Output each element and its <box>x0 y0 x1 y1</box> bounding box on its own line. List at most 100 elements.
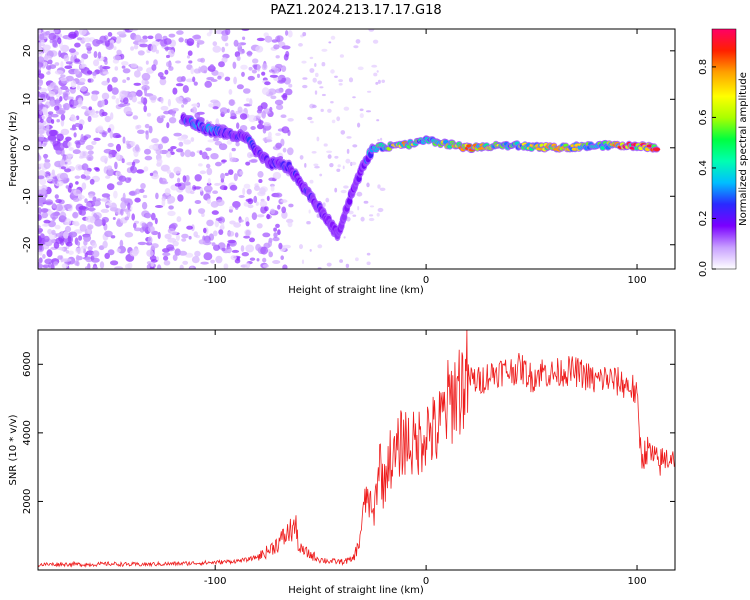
heatmap-noise-blob <box>89 178 95 185</box>
snr-panel: -100 0 100 2000 4000 6000 Height of straight… <box>8 329 676 596</box>
heatmap-noise-blob <box>81 106 88 110</box>
heatmap-noise-blob <box>280 199 288 203</box>
heatmap-noise-blob <box>87 150 94 155</box>
heatmap-noise-blob <box>65 136 72 141</box>
bottom-y-axis-label: SNR (10 * v/v) <box>8 414 19 485</box>
heatmap-noise-blob <box>255 45 264 53</box>
heatmap-noise-blob <box>120 208 124 216</box>
heatmap-noise-blob <box>330 69 335 74</box>
heatmap-noise-blob <box>83 170 91 175</box>
heatmap-noise-blob <box>182 260 189 265</box>
heatmap-noise-blob <box>91 242 97 249</box>
heatmap-noise-blob <box>285 30 289 36</box>
heatmap-noise-blob <box>104 40 110 47</box>
heatmap-noise-blob <box>157 72 164 78</box>
heatmap-noise-blob <box>259 200 268 208</box>
heatmap-noise-blob <box>242 36 246 41</box>
heatmap-noise-blob <box>45 30 50 35</box>
heatmap-noise-blob <box>42 108 48 116</box>
top-x-axis-label: Height of straight line (km) <box>288 285 424 296</box>
heatmap-noise-blob <box>260 102 268 110</box>
heatmap-noise-blob <box>100 198 109 202</box>
heatmap-noise-blob <box>178 141 184 147</box>
heatmap-noise-blob <box>170 222 178 229</box>
heatmap-noise-blob <box>83 247 86 254</box>
heatmap-noise-blob <box>75 181 79 185</box>
heatmap-noise-blob <box>245 229 251 237</box>
heatmap-noise-blob <box>221 46 225 53</box>
heatmap-noise-blob <box>52 138 57 144</box>
heatmap-noise-blob <box>263 122 271 127</box>
heatmap-noise-blob <box>148 125 153 134</box>
heatmap-noise-blob <box>38 225 41 229</box>
heatmap-noise-blob <box>223 263 229 269</box>
heatmap-noise-blob <box>57 255 63 260</box>
heatmap-noise-blob <box>302 31 307 37</box>
heatmap-noise-blob <box>258 179 263 183</box>
heatmap-noise-blob <box>302 84 308 89</box>
heatmap-noise-blob <box>101 208 107 213</box>
heatmap-noise-blob <box>201 151 208 160</box>
bottom-x-axis-label: Height of straight line (km) <box>288 585 424 596</box>
heatmap-noise-blob <box>274 192 283 198</box>
heatmap-noise-blob <box>56 119 60 123</box>
heatmap-noise-blob <box>62 258 72 262</box>
heatmap-noise-blob <box>288 83 293 88</box>
top-x-ticks: -100 0 100 <box>204 29 647 286</box>
heatmap-noise-blob <box>283 53 289 61</box>
heatmap-noise-blob <box>38 96 43 104</box>
heatmap-noise-blob <box>316 136 320 142</box>
heatmap-noise-blob <box>224 172 229 176</box>
heatmap-noise-blob <box>171 112 176 117</box>
heatmap-noise-blob <box>51 229 56 235</box>
heatmap-noise-blob <box>149 172 154 176</box>
heatmap-noise-blob <box>182 175 187 183</box>
heatmap-noise-blob <box>236 55 241 61</box>
heatmap-noise-blob <box>245 161 251 166</box>
heatmap-noise-blob <box>180 151 185 157</box>
heatmap-noise-blob <box>39 177 47 186</box>
heatmap-noise-blob <box>128 191 136 196</box>
heatmap-noise-blob <box>151 64 157 71</box>
heatmap-noise-blob <box>229 206 234 210</box>
heatmap-noise-blob <box>128 93 133 101</box>
heatmap-noise-blob <box>57 142 65 151</box>
heatmap-noise-blob <box>79 209 87 216</box>
heatmap-noise-blob <box>268 131 272 138</box>
heatmap-noise-blob <box>147 35 154 40</box>
heatmap-noise-blob <box>160 97 164 104</box>
heatmap-noise-blob <box>101 99 105 107</box>
heatmap-noise-blob <box>70 80 77 89</box>
heatmap-noise-blob <box>312 77 317 83</box>
heatmap-noise-blob <box>250 126 256 130</box>
heatmap-noise-blob <box>328 41 332 44</box>
heatmap-noise-blob <box>136 89 143 97</box>
heatmap-noise-blob <box>159 77 167 86</box>
heatmap-noise-blob <box>147 225 155 233</box>
heatmap-noise-blob <box>130 46 135 51</box>
colorbar-tick-label: 0.6 <box>698 109 709 125</box>
y-tick-label: 2000 <box>22 489 33 514</box>
heatmap-noise-blob <box>248 114 257 123</box>
heatmap-noise-blob <box>282 93 288 101</box>
heatmap-noise-blob <box>43 61 48 67</box>
heatmap-noise-blob <box>255 201 259 206</box>
x-tick-label: 0 <box>423 576 429 587</box>
heatmap-noise-blob <box>164 46 173 51</box>
heatmap-noise-blob <box>330 101 334 104</box>
x-tick-label: 100 <box>627 576 646 587</box>
heatmap-noise-blob <box>189 190 195 195</box>
heatmap-noise-blob <box>85 42 92 49</box>
heatmap-noise-blob <box>215 255 223 264</box>
heatmap-noise-blob <box>79 155 84 159</box>
heatmap-noise-blob <box>91 93 98 102</box>
heatmap-noise-blob <box>48 32 57 41</box>
heatmap-noise-blob <box>267 240 272 247</box>
heatmap-noise-blob <box>74 122 81 128</box>
heatmap-noise-blob <box>91 140 97 145</box>
heatmap-noise-blob <box>78 205 87 211</box>
heatmap-noise-blob <box>137 241 147 246</box>
heatmap-noise-blob <box>330 35 336 40</box>
heatmap-noise-blob <box>288 203 294 208</box>
heatmap-noise-blob <box>73 132 77 138</box>
